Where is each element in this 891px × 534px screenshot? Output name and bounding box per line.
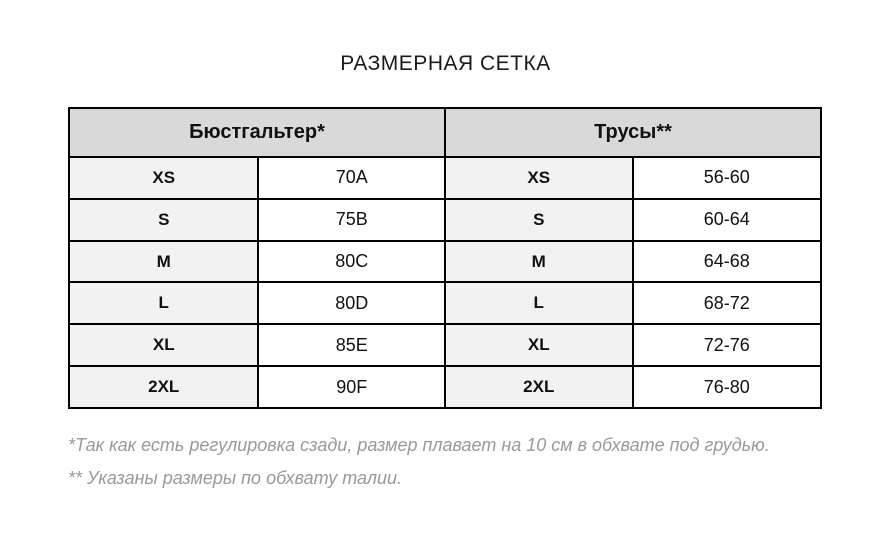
panties-value-cell: 68-72 — [633, 283, 820, 324]
bra-size-cell: M — [70, 241, 258, 282]
footnote-bra: *Так как есть регулировка сзади, размер … — [68, 435, 770, 455]
panties-value-cell: 56-60 — [633, 158, 820, 198]
bra-value-cell: 80D — [259, 283, 444, 324]
bra-value-cell: 90F — [259, 367, 444, 407]
panties-value-cell: 72-76 — [633, 325, 820, 366]
panties-size-cell: L — [446, 283, 632, 324]
panties-size-cell: XL — [446, 325, 632, 366]
panties-size-cell: 2XL — [446, 367, 632, 407]
panties-value-cell: 64-68 — [633, 241, 820, 282]
footnote-panties: ** Указаны размеры по обхвату талии. — [68, 467, 402, 488]
bra-size-cell: L — [70, 283, 258, 324]
panties-size-cell: S — [446, 199, 632, 240]
bra-section-header: Бюстгальтер* — [70, 109, 444, 156]
bra-value-cell: 75B — [259, 199, 444, 240]
panties-section-header: Трусы** — [446, 109, 820, 156]
size-table: Бюстгальтер* Трусы** XS 70A XS 56-60 S 7… — [68, 107, 822, 409]
bra-size-cell: S — [70, 199, 258, 240]
bra-size-cell: XS — [70, 158, 258, 198]
panties-size-cell: XS — [446, 158, 632, 198]
panties-size-cell: M — [446, 241, 632, 282]
page-title: РАЗМЕРНАЯ СЕТКА — [340, 52, 551, 75]
footnotes: *Так как есть регулировка сзади, размер … — [68, 434, 838, 500]
bra-value-cell: 70A — [259, 158, 444, 198]
bra-value-cell: 85E — [259, 325, 444, 366]
bra-size-cell: 2XL — [70, 367, 258, 407]
bra-size-cell: XL — [70, 325, 258, 366]
bra-value-cell: 80C — [259, 241, 444, 282]
panties-value-cell: 60-64 — [633, 199, 820, 240]
panties-value-cell: 76-80 — [633, 367, 820, 407]
